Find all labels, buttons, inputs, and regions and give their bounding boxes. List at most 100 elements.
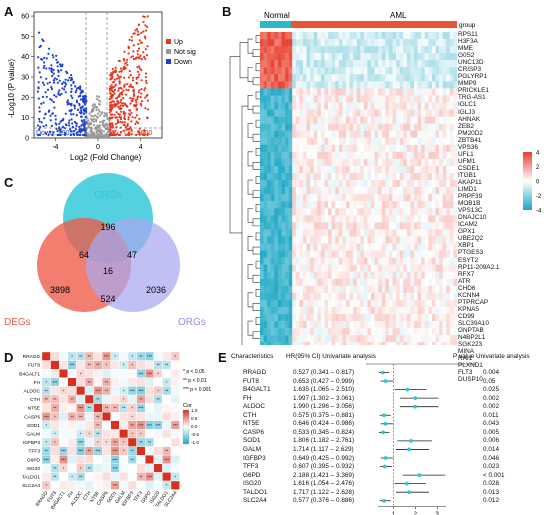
heatmap-cell <box>306 271 311 279</box>
volcano-point <box>114 84 117 87</box>
heatmap-cell <box>435 292 440 301</box>
volcano-point <box>69 103 72 106</box>
heatmap-cell <box>324 271 329 279</box>
correlation-significance: ** <box>156 397 160 402</box>
volcano-point <box>126 83 129 86</box>
heatmap-cell <box>317 278 322 286</box>
volcano-point <box>113 113 116 116</box>
heatmap-cell <box>306 53 311 61</box>
heatmap-cell <box>353 60 357 68</box>
volcano-point <box>55 95 58 98</box>
volcano-point <box>116 99 119 103</box>
correlation-cell <box>170 403 180 413</box>
heatmap-cell <box>338 165 343 174</box>
heatmap-cell <box>399 257 404 265</box>
heatmap-cell <box>385 257 390 265</box>
heatmap-cell <box>392 236 397 244</box>
correlation-significance: ** <box>79 475 83 480</box>
heatmap-cell <box>442 257 447 265</box>
volcano-point <box>64 132 67 135</box>
correlation-significance: ** <box>45 389 49 394</box>
heatmap-cell <box>396 250 400 258</box>
heatmap-cell <box>453 236 458 244</box>
volcano-point <box>134 99 137 102</box>
heatmap-cell <box>299 285 304 294</box>
volcano-point <box>76 108 80 111</box>
heatmap-cell <box>406 250 411 258</box>
heatmap-cell <box>292 222 297 230</box>
heatmap-cell <box>302 180 307 188</box>
heatmap-gene-label: RPS11 <box>458 31 478 38</box>
group-track-label: group <box>459 22 476 29</box>
heatmap-cell <box>263 60 268 68</box>
correlation-row-label: G6PD <box>27 457 41 463</box>
heatmap-cell <box>410 335 415 343</box>
forest-estimate-point <box>407 490 411 495</box>
heatmap-cell <box>310 328 314 336</box>
heatmap-cell <box>281 116 286 124</box>
heatmap-cell <box>324 278 329 286</box>
heatmap-cell <box>381 328 386 336</box>
heatmap-cell <box>324 299 329 308</box>
correlation-cell <box>50 454 60 464</box>
volcano-point <box>50 124 54 127</box>
volcano-point <box>77 133 80 136</box>
heatmap-cell <box>399 173 404 181</box>
heatmap-cell <box>371 46 375 54</box>
heatmap-cell <box>295 151 300 160</box>
heatmap-cell <box>435 102 440 110</box>
heatmap-cell <box>331 264 336 272</box>
heatmap-cell <box>285 123 289 131</box>
heatmap-cell <box>338 271 343 279</box>
heatmap-cell <box>367 299 372 308</box>
heatmap-cell <box>356 137 361 145</box>
forest-hr: 1.714 (1.117 – 2.629) <box>293 445 354 453</box>
heatmap-cell <box>310 187 314 195</box>
correlation-cell <box>76 386 86 396</box>
heatmap-cell <box>439 222 443 230</box>
heatmap-cell <box>317 215 322 223</box>
heatmap-cell <box>356 229 361 237</box>
heatmap-cell <box>299 208 304 216</box>
heatmap-cell <box>367 32 372 40</box>
heatmap-cell <box>313 306 318 315</box>
heatmap-cell <box>353 271 357 279</box>
heatmap-cell <box>392 165 397 174</box>
heatmap-cell <box>371 243 375 251</box>
heatmap-cell <box>449 208 454 216</box>
correlation-significance: *** <box>130 389 135 394</box>
heatmap-cell <box>371 180 375 188</box>
heatmap-cell <box>392 32 397 40</box>
heatmap-cell <box>453 53 458 61</box>
heatmap-cell <box>367 116 372 124</box>
heatmap-cell <box>385 53 390 61</box>
heatmap-cell <box>328 250 332 258</box>
heatmap-cell <box>378 32 382 40</box>
heatmap-cell <box>263 335 268 343</box>
heatmap-cell <box>442 116 447 124</box>
correlation-cell <box>50 420 60 430</box>
correlation-significance: *** <box>147 354 152 359</box>
heatmap-cell <box>392 102 397 110</box>
heatmap-cell <box>453 264 458 272</box>
heatmap-cell <box>385 306 390 315</box>
correlation-row-label: SOD1 <box>27 423 40 429</box>
heatmap-cell <box>439 229 443 237</box>
heatmap-cell <box>410 180 415 188</box>
heatmap-cell <box>424 173 429 181</box>
heatmap-cell <box>274 229 279 237</box>
volcano-point <box>52 131 55 134</box>
correlation-cell <box>119 472 129 482</box>
correlation-cell <box>144 446 154 456</box>
heatmap-cell <box>453 299 458 308</box>
heatmap-cell <box>295 144 300 153</box>
volcano-point <box>132 58 135 61</box>
heatmap-cell <box>285 243 289 251</box>
volcano-point <box>140 41 143 44</box>
heatmap-cell <box>310 278 314 286</box>
heatmap-cell <box>263 187 268 195</box>
dendrogram-branch <box>247 38 253 54</box>
correlation-cell <box>41 463 51 473</box>
